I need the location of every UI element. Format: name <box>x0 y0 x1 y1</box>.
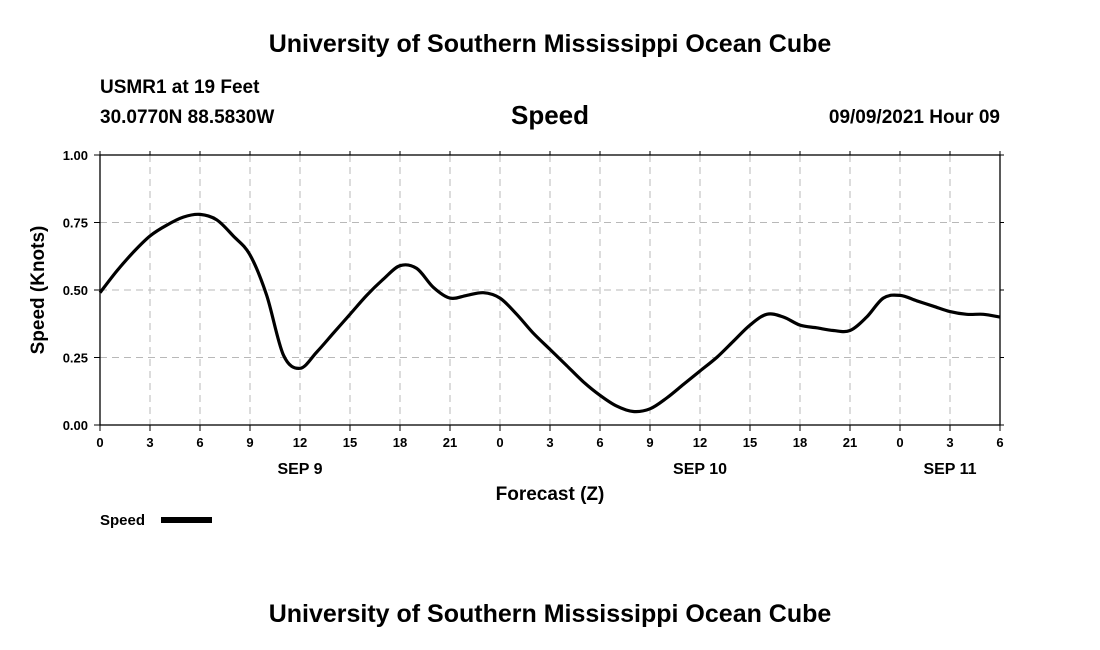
plot-frame <box>99 154 1001 426</box>
axis-labels: 0 3 6 9 12 15 18 21 0 3 6 9 12 15 18 21 0 3 6 0.00 0.25 0.50 0… <box>63 148 1004 478</box>
y-tick-label: 1.00 <box>63 148 88 163</box>
x-tick-label: 6 <box>196 435 203 450</box>
axis-ticks <box>94 151 1004 431</box>
forecast-datetime: 09/09/2021 Hour 09 <box>828 107 1000 128</box>
x-tick-label: 18 <box>793 435 807 450</box>
date-label: SEP 11 <box>923 461 976 478</box>
y-tick-label: 0.00 <box>63 418 88 433</box>
x-tick-label: 0 <box>896 435 903 450</box>
x-tick-label: 3 <box>946 435 953 450</box>
date-label: SEP 10 <box>673 461 727 478</box>
x-tick-label: 12 <box>293 435 307 450</box>
x-tick-label: 3 <box>146 435 153 450</box>
x-tick-label: 6 <box>996 435 1003 450</box>
x-tick-label: 3 <box>546 435 553 450</box>
y-axis-title: Speed (Knots) <box>28 226 49 355</box>
series-line-speed <box>98 212 1001 414</box>
x-tick-label: 6 <box>596 435 603 450</box>
x-tick-label: 15 <box>743 435 757 450</box>
y-tick-label: 0.50 <box>63 283 88 298</box>
x-tick-label: 0 <box>96 435 103 450</box>
x-tick-label: 18 <box>393 435 407 450</box>
page-title-bottom: University of Southern Mississippi Ocean… <box>268 600 832 628</box>
chart-title: Speed <box>510 100 590 130</box>
series-layer <box>98 212 1001 414</box>
grid <box>100 155 1000 425</box>
legend-label: Speed <box>100 512 145 529</box>
x-axis-title: Forecast (Z) <box>496 484 605 505</box>
y-tick-label: 0.25 <box>63 351 88 366</box>
x-tick-label: 9 <box>646 435 653 450</box>
date-label: SEP 9 <box>277 461 322 478</box>
x-tick-label: 12 <box>693 435 707 450</box>
x-tick-label: 15 <box>343 435 357 450</box>
page-title-top: University of Southern Mississippi Ocean… <box>268 30 832 58</box>
coordinates-label: 30.0770N 88.5830W <box>100 107 275 128</box>
x-tick-label: 21 <box>843 435 857 450</box>
x-tick-label: 0 <box>496 435 503 450</box>
x-tick-label: 9 <box>246 435 253 450</box>
legend: Speed <box>100 512 212 529</box>
x-tick-label: 21 <box>443 435 457 450</box>
y-tick-label: 0.75 <box>63 216 88 231</box>
station-label: USMR1 at 19 Feet <box>100 77 260 98</box>
